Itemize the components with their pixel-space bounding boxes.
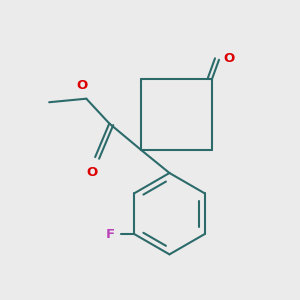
Text: F: F — [106, 227, 115, 241]
Text: O: O — [86, 166, 97, 179]
Text: O: O — [77, 79, 88, 92]
Text: O: O — [223, 52, 235, 64]
